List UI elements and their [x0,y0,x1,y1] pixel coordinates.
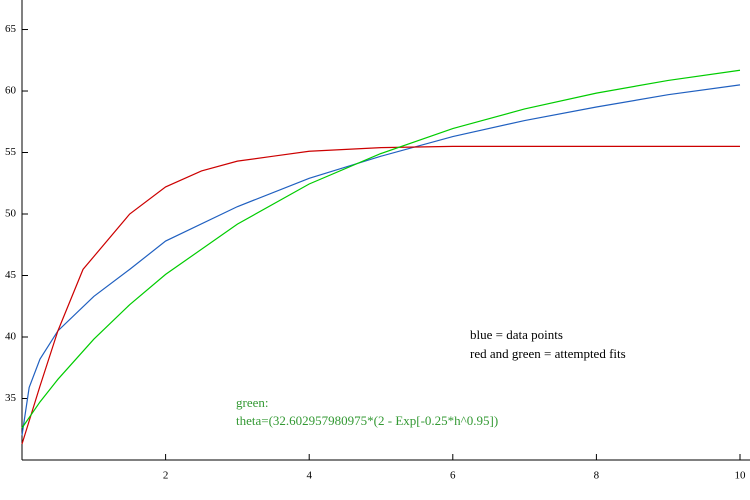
y-tick-label: 55 [5,146,17,158]
annotation: theta=(32.602957980975*(2 - Exp[-0.25*h^… [236,413,498,428]
y-tick-label: 35 [5,392,17,404]
series-line [21,145,740,445]
x-tick-label: 4 [306,470,312,482]
y-tick-label: 40 [5,331,17,343]
x-tick-label: 8 [594,470,600,482]
y-tick-label: 45 [5,269,17,281]
y-tick-label: 60 [5,85,17,97]
annotation: green: [236,395,268,410]
x-tick-label: 2 [163,470,169,482]
x-tick-label: 10 [735,470,747,482]
y-tick-label: 65 [5,23,17,35]
x-tick-label: 6 [450,470,456,482]
series-line [21,69,741,429]
y-tick-label: 50 [5,208,17,220]
series-line [21,84,741,436]
annotation: red and green = attempted fits [470,346,626,361]
annotation: blue = data points [470,327,563,342]
